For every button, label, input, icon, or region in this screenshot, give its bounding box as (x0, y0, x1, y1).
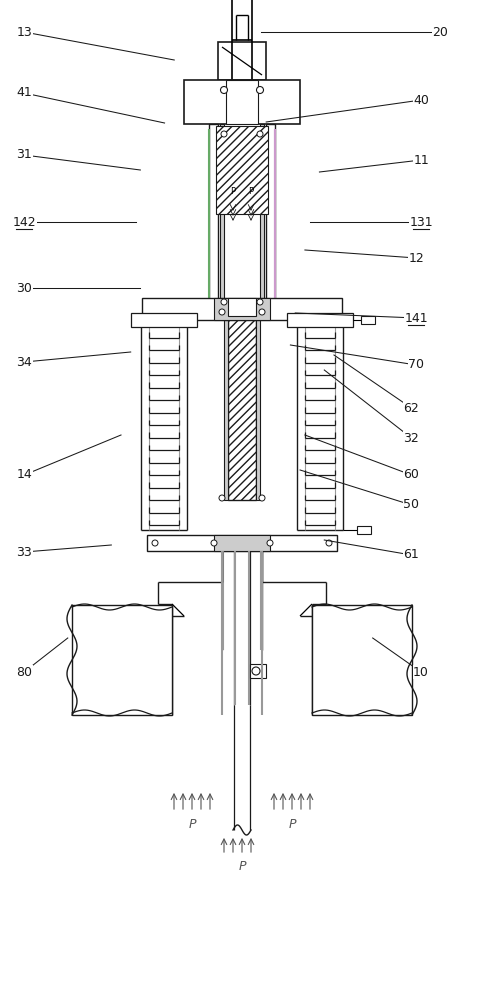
Bar (218, 42, 266, 80)
Bar (226, 80, 258, 124)
Text: 70: 70 (408, 359, 424, 371)
Text: 60: 60 (404, 468, 419, 482)
Circle shape (211, 540, 217, 546)
Text: 40: 40 (413, 94, 429, 106)
Circle shape (326, 540, 332, 546)
Text: 80: 80 (16, 666, 32, 678)
Bar (147, 535, 337, 551)
Circle shape (257, 87, 263, 94)
Text: 30: 30 (16, 282, 32, 294)
Circle shape (267, 540, 273, 546)
Text: 31: 31 (16, 148, 32, 161)
Bar (209, 124, 218, 312)
Bar (266, 124, 275, 312)
Text: 11: 11 (413, 153, 429, 166)
Bar (142, 298, 342, 320)
Circle shape (221, 131, 227, 137)
Bar (220, 124, 224, 312)
Text: P: P (288, 818, 296, 830)
Bar (228, 298, 256, 316)
Circle shape (252, 667, 260, 675)
Bar (224, 310, 228, 500)
Text: 141: 141 (405, 312, 428, 324)
Bar (256, 310, 260, 500)
Text: P: P (188, 818, 196, 830)
Circle shape (152, 540, 158, 546)
Circle shape (259, 309, 265, 315)
Text: P: P (238, 860, 246, 874)
Bar (287, 313, 353, 327)
Text: 13: 13 (16, 25, 32, 38)
Bar (214, 298, 270, 320)
Bar (214, 535, 270, 551)
Circle shape (221, 87, 227, 94)
Text: 61: 61 (404, 548, 419, 562)
Bar (216, 126, 268, 214)
Text: 34: 34 (16, 356, 32, 368)
Circle shape (257, 299, 263, 305)
Bar (312, 605, 412, 715)
Text: 32: 32 (404, 432, 419, 444)
Bar (184, 80, 300, 124)
Text: 33: 33 (16, 546, 32, 558)
Text: 62: 62 (404, 401, 419, 414)
Text: 10: 10 (413, 666, 429, 678)
Circle shape (219, 309, 225, 315)
Text: 131: 131 (409, 216, 433, 229)
Bar (131, 313, 197, 327)
Text: P: P (230, 188, 236, 196)
Circle shape (221, 299, 227, 305)
Bar (361, 316, 375, 324)
Circle shape (219, 495, 225, 501)
Bar (250, 664, 266, 678)
Text: 14: 14 (16, 468, 32, 482)
Bar (72, 605, 172, 715)
Circle shape (257, 131, 263, 137)
Bar (357, 526, 371, 534)
Bar (260, 124, 264, 312)
Text: 142: 142 (13, 216, 36, 229)
Text: P: P (248, 188, 254, 196)
Text: 12: 12 (408, 251, 424, 264)
Circle shape (259, 495, 265, 501)
Text: 41: 41 (16, 87, 32, 100)
Text: 50: 50 (403, 498, 420, 512)
Bar (228, 310, 256, 500)
Text: 20: 20 (433, 25, 448, 38)
